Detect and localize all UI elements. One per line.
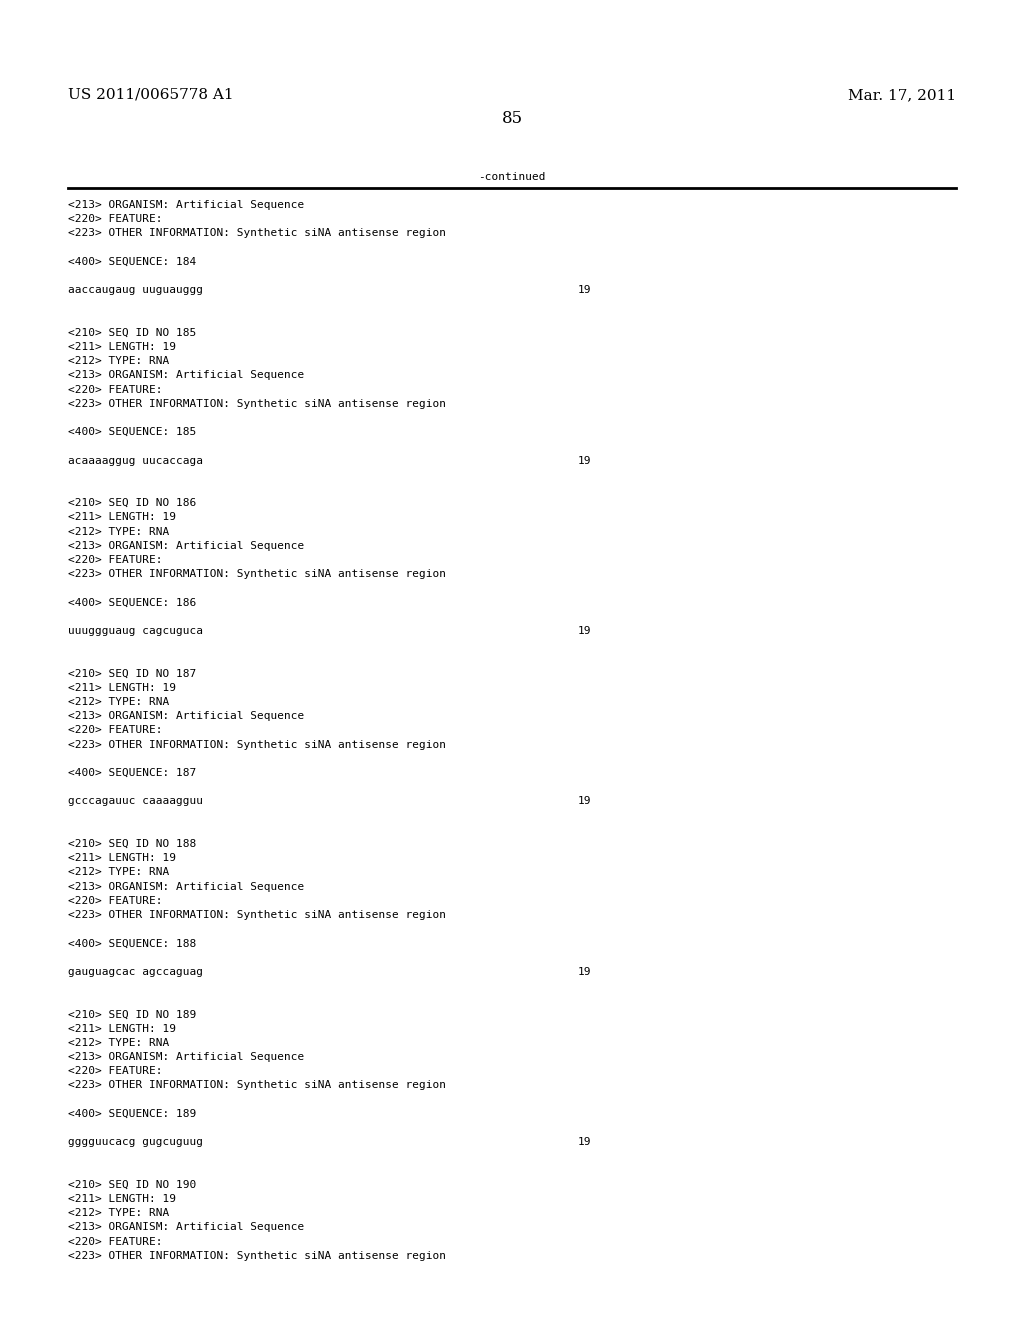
- Text: <223> OTHER INFORMATION: Synthetic siNA antisense region: <223> OTHER INFORMATION: Synthetic siNA …: [68, 569, 446, 579]
- Text: <210> SEQ ID NO 186: <210> SEQ ID NO 186: [68, 498, 197, 508]
- Text: <400> SEQUENCE: 185: <400> SEQUENCE: 185: [68, 428, 197, 437]
- Text: 19: 19: [578, 626, 592, 636]
- Text: <213> ORGANISM: Artificial Sequence: <213> ORGANISM: Artificial Sequence: [68, 1052, 304, 1063]
- Text: <220> FEATURE:: <220> FEATURE:: [68, 214, 163, 224]
- Text: <223> OTHER INFORMATION: Synthetic siNA antisense region: <223> OTHER INFORMATION: Synthetic siNA …: [68, 739, 446, 750]
- Text: <220> FEATURE:: <220> FEATURE:: [68, 384, 163, 395]
- Text: <220> FEATURE:: <220> FEATURE:: [68, 726, 163, 735]
- Text: <210> SEQ ID NO 185: <210> SEQ ID NO 185: [68, 327, 197, 338]
- Text: <223> OTHER INFORMATION: Synthetic siNA antisense region: <223> OTHER INFORMATION: Synthetic siNA …: [68, 909, 446, 920]
- Text: <211> LENGTH: 19: <211> LENGTH: 19: [68, 1195, 176, 1204]
- Text: <211> LENGTH: 19: <211> LENGTH: 19: [68, 512, 176, 523]
- Text: <213> ORGANISM: Artificial Sequence: <213> ORGANISM: Artificial Sequence: [68, 541, 304, 550]
- Text: <212> TYPE: RNA: <212> TYPE: RNA: [68, 1208, 169, 1218]
- Text: <210> SEQ ID NO 187: <210> SEQ ID NO 187: [68, 669, 197, 678]
- Text: <213> ORGANISM: Artificial Sequence: <213> ORGANISM: Artificial Sequence: [68, 711, 304, 721]
- Text: <212> TYPE: RNA: <212> TYPE: RNA: [68, 1038, 169, 1048]
- Text: <223> OTHER INFORMATION: Synthetic siNA antisense region: <223> OTHER INFORMATION: Synthetic siNA …: [68, 228, 446, 239]
- Text: 19: 19: [578, 796, 592, 807]
- Text: <210> SEQ ID NO 190: <210> SEQ ID NO 190: [68, 1180, 197, 1189]
- Text: <220> FEATURE:: <220> FEATURE:: [68, 554, 163, 565]
- Text: 19: 19: [578, 285, 592, 296]
- Text: uuuggguaug cagcuguca: uuuggguaug cagcuguca: [68, 626, 203, 636]
- Text: <210> SEQ ID NO 189: <210> SEQ ID NO 189: [68, 1010, 197, 1019]
- Text: 19: 19: [578, 1138, 592, 1147]
- Text: acaaaaggug uucaccaga: acaaaaggug uucaccaga: [68, 455, 203, 466]
- Text: gcccagauuc caaaagguu: gcccagauuc caaaagguu: [68, 796, 203, 807]
- Text: <212> TYPE: RNA: <212> TYPE: RNA: [68, 867, 169, 878]
- Text: 19: 19: [578, 966, 592, 977]
- Text: 19: 19: [578, 455, 592, 466]
- Text: <400> SEQUENCE: 187: <400> SEQUENCE: 187: [68, 768, 197, 777]
- Text: <213> ORGANISM: Artificial Sequence: <213> ORGANISM: Artificial Sequence: [68, 882, 304, 891]
- Text: aaccaugaug uuguauggg: aaccaugaug uuguauggg: [68, 285, 203, 296]
- Text: gggguucacg gugcuguug: gggguucacg gugcuguug: [68, 1138, 203, 1147]
- Text: <220> FEATURE:: <220> FEATURE:: [68, 1237, 163, 1246]
- Text: 85: 85: [502, 110, 522, 127]
- Text: <223> OTHER INFORMATION: Synthetic siNA antisense region: <223> OTHER INFORMATION: Synthetic siNA …: [68, 1080, 446, 1090]
- Text: <220> FEATURE:: <220> FEATURE:: [68, 1067, 163, 1076]
- Text: <211> LENGTH: 19: <211> LENGTH: 19: [68, 1023, 176, 1034]
- Text: <210> SEQ ID NO 188: <210> SEQ ID NO 188: [68, 840, 197, 849]
- Text: <213> ORGANISM: Artificial Sequence: <213> ORGANISM: Artificial Sequence: [68, 201, 304, 210]
- Text: <400> SEQUENCE: 186: <400> SEQUENCE: 186: [68, 598, 197, 607]
- Text: US 2011/0065778 A1: US 2011/0065778 A1: [68, 88, 233, 102]
- Text: <223> OTHER INFORMATION: Synthetic siNA antisense region: <223> OTHER INFORMATION: Synthetic siNA …: [68, 399, 446, 409]
- Text: <213> ORGANISM: Artificial Sequence: <213> ORGANISM: Artificial Sequence: [68, 1222, 304, 1233]
- Text: <213> ORGANISM: Artificial Sequence: <213> ORGANISM: Artificial Sequence: [68, 371, 304, 380]
- Text: <400> SEQUENCE: 188: <400> SEQUENCE: 188: [68, 939, 197, 948]
- Text: <212> TYPE: RNA: <212> TYPE: RNA: [68, 697, 169, 708]
- Text: -continued: -continued: [478, 172, 546, 182]
- Text: <212> TYPE: RNA: <212> TYPE: RNA: [68, 356, 169, 366]
- Text: <223> OTHER INFORMATION: Synthetic siNA antisense region: <223> OTHER INFORMATION: Synthetic siNA …: [68, 1251, 446, 1261]
- Text: <211> LENGTH: 19: <211> LENGTH: 19: [68, 682, 176, 693]
- Text: <212> TYPE: RNA: <212> TYPE: RNA: [68, 527, 169, 537]
- Text: Mar. 17, 2011: Mar. 17, 2011: [848, 88, 956, 102]
- Text: <400> SEQUENCE: 184: <400> SEQUENCE: 184: [68, 257, 197, 267]
- Text: <400> SEQUENCE: 189: <400> SEQUENCE: 189: [68, 1109, 197, 1119]
- Text: gauguagcac agccaguag: gauguagcac agccaguag: [68, 966, 203, 977]
- Text: <220> FEATURE:: <220> FEATURE:: [68, 896, 163, 906]
- Text: <211> LENGTH: 19: <211> LENGTH: 19: [68, 342, 176, 352]
- Text: <211> LENGTH: 19: <211> LENGTH: 19: [68, 853, 176, 863]
